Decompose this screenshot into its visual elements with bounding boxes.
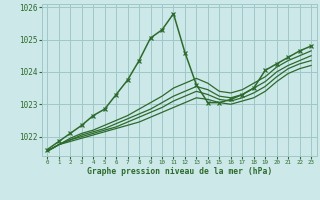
- X-axis label: Graphe pression niveau de la mer (hPa): Graphe pression niveau de la mer (hPa): [87, 167, 272, 176]
